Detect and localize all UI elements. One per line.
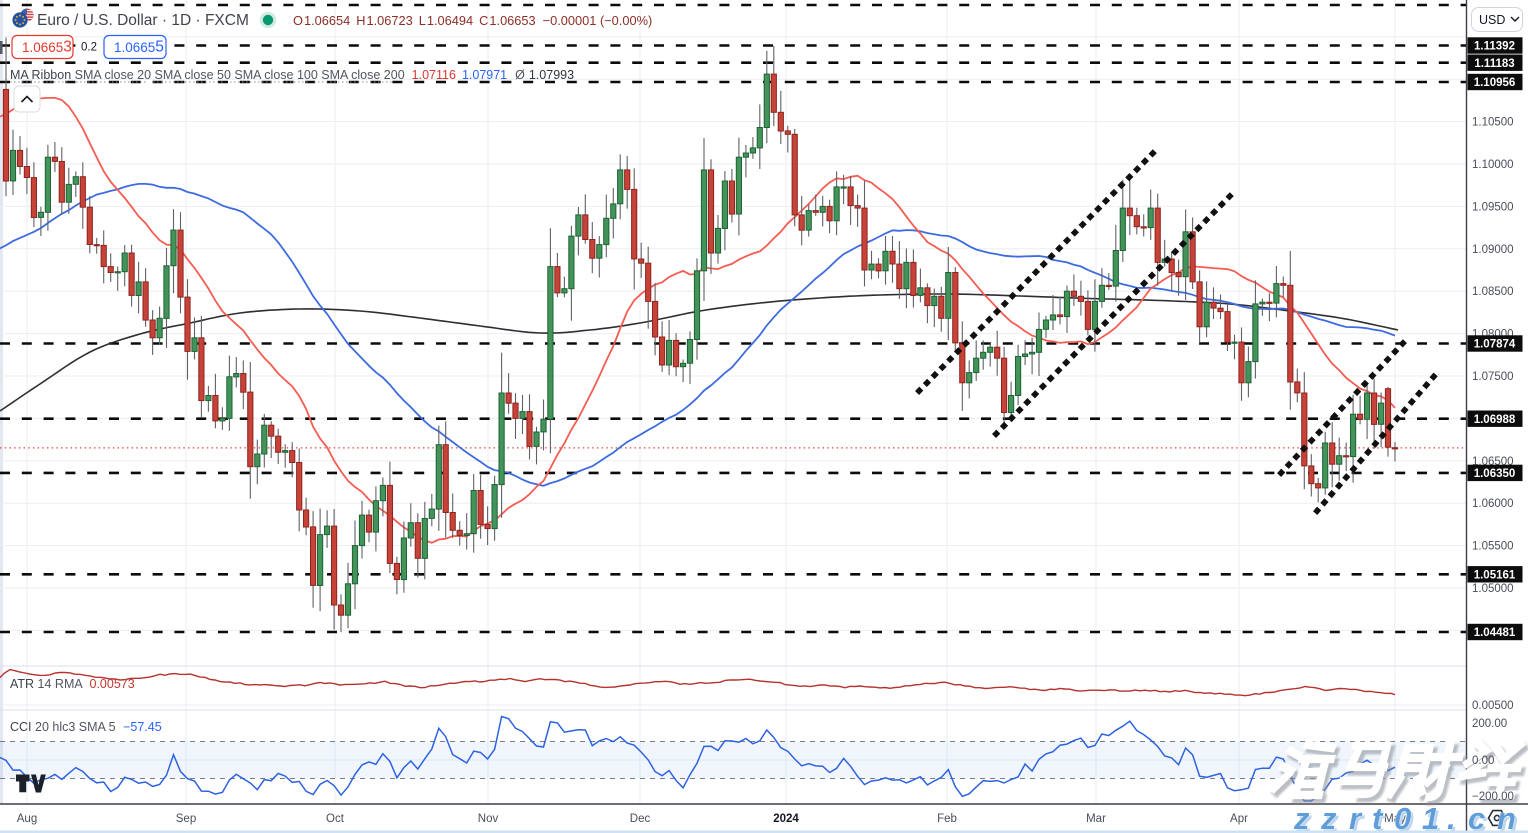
svg-text:ATR 14 RMA 0.00573: ATR 14 RMA 0.00573 [10,677,135,691]
svg-text:May: May [1384,813,1406,825]
svg-text:1.10000: 1.10000 [1472,159,1514,171]
svg-text:0.00500: 0.00500 [1472,700,1514,712]
svg-text:1.10500: 1.10500 [1472,117,1514,129]
svg-text:USD: USD [1479,13,1505,27]
svg-text:1.06988: 1.06988 [1474,414,1516,426]
svg-text:1.11183: 1.11183 [1474,58,1514,70]
svg-text:1.06350: 1.06350 [1474,468,1516,480]
svg-text:200.00: 200.00 [1472,718,1507,730]
svg-text:Feb: Feb [937,813,957,825]
svg-text:.: . [1450,804,1459,833]
svg-text:Aug: Aug [17,813,37,825]
svg-text:Nov: Nov [478,813,499,825]
svg-text:.: . [1447,801,1456,833]
svg-text:1.08500: 1.08500 [1472,286,1514,298]
svg-text:c: c [1468,801,1485,833]
svg-text:0: 0 [1394,801,1411,833]
svg-text:Sep: Sep [176,813,196,825]
svg-text:0: 0 [1397,804,1414,833]
svg-text:r: r [1349,801,1363,833]
svg-text:n: n [1500,804,1519,833]
svg-text:1.09000: 1.09000 [1472,244,1514,256]
svg-text:−200.00: −200.00 [1472,791,1514,803]
svg-text:Euro / U.S. Dollar · 1D · FXCM: Euro / U.S. Dollar · 1D · FXCM [37,12,249,29]
svg-text:c: c [1471,804,1488,833]
svg-text:Apr: Apr [1230,813,1248,825]
svg-text:Dec: Dec [630,813,651,825]
svg-text:1.05500: 1.05500 [1472,541,1514,553]
svg-text:1: 1 [1425,804,1442,833]
svg-text:1.06000: 1.06000 [1472,498,1514,510]
svg-text:n: n [1497,801,1516,833]
svg-text:z: z [1323,804,1340,833]
svg-text:1.06653: 1.06653 [22,39,72,56]
svg-text:t: t [1375,804,1387,833]
svg-text:Mar: Mar [1086,813,1106,825]
svg-text:z: z [1296,804,1313,833]
svg-text:0.2: 0.2 [81,42,97,54]
svg-text:0.00: 0.00 [1472,755,1494,767]
svg-text:2024: 2024 [773,813,799,825]
svg-text:1.11392: 1.11392 [1474,41,1515,53]
svg-text:z: z [1320,801,1337,833]
svg-text:1.05000: 1.05000 [1472,583,1514,595]
svg-text:t: t [1372,801,1384,833]
svg-text:1.07500: 1.07500 [1472,371,1514,383]
svg-text:z: z [1293,801,1310,833]
svg-text:1: 1 [1422,801,1439,833]
svg-text:1.09500: 1.09500 [1472,201,1514,213]
svg-text:CCI 20 hlc3 SMA 5 −57.45: CCI 20 hlc3 SMA 5 −57.45 [10,720,162,734]
svg-text:1.04481: 1.04481 [1474,627,1516,639]
svg-text:1.05161: 1.05161 [1474,570,1516,582]
svg-text:MA Ribbon SMA close 20 SMA clo: MA Ribbon SMA close 20 SMA close 50 SMA … [10,68,574,82]
svg-text:1.10956: 1.10956 [1474,77,1516,89]
svg-text:1.07874: 1.07874 [1474,339,1516,351]
svg-text:1.06655: 1.06655 [114,39,164,56]
svg-text:r: r [1352,804,1366,833]
svg-text:Oct: Oct [326,813,345,825]
